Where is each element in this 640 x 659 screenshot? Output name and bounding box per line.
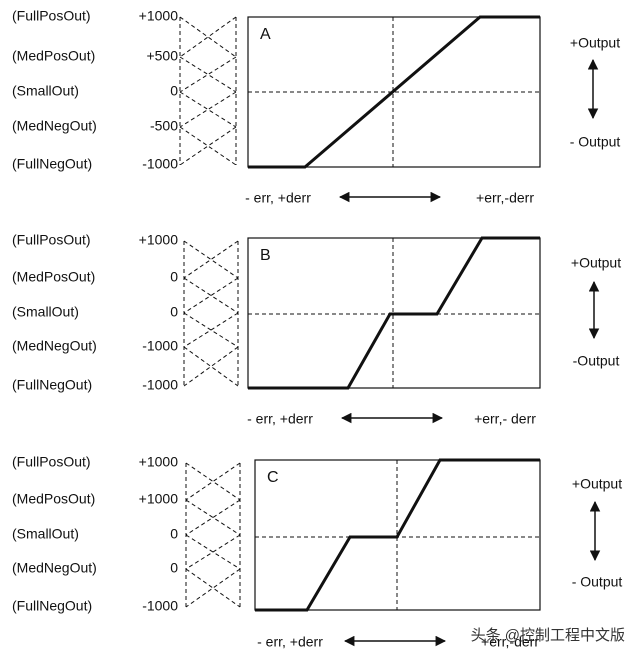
- row-name: (MedPosOut): [12, 269, 95, 285]
- output-bottom: - Output: [572, 574, 623, 590]
- row-value: +1000: [139, 232, 179, 248]
- plot-frame: [247, 237, 541, 389]
- output-top: +Output: [571, 255, 621, 271]
- zig-line: [179, 126, 237, 166]
- x-left-label: - err, +derr: [245, 190, 311, 206]
- row-value: -1000: [142, 338, 178, 354]
- output-top: +Output: [570, 35, 620, 51]
- row-value: +1000: [139, 454, 179, 470]
- row-name: (FullPosOut): [12, 8, 91, 24]
- transfer-curve: [248, 15, 540, 169]
- transfer-curve: [255, 458, 540, 612]
- zig-line: [185, 462, 241, 501]
- output-bottom: - Output: [570, 134, 621, 150]
- zig-line: [183, 240, 239, 279]
- row-name: (FullPosOut): [12, 454, 91, 470]
- zig-line: [179, 16, 237, 58]
- x-right-label: +err,-derr: [481, 634, 539, 650]
- row-name: (FullNegOut): [12, 156, 92, 172]
- row-name: (FullPosOut): [12, 232, 91, 248]
- x-right-label: +err,-derr: [476, 190, 534, 206]
- zig-line: [183, 240, 239, 279]
- row-value: +500: [146, 48, 178, 64]
- row-value: 0: [170, 560, 178, 576]
- x-left-label: - err, +derr: [257, 634, 323, 650]
- zig-line: [183, 277, 239, 314]
- output-top: +Output: [572, 476, 622, 492]
- zig-line: [183, 277, 239, 314]
- zig-line: [185, 499, 241, 536]
- watermark: 头条 @控制工程中文版: [471, 627, 625, 644]
- row-value: +1000: [139, 8, 179, 24]
- row-value: 0: [170, 269, 178, 285]
- panel-label: A: [260, 26, 271, 43]
- panel-label: C: [267, 469, 279, 486]
- row-value: -1000: [142, 598, 178, 614]
- row-value: +1000: [139, 491, 179, 507]
- row-name: (MedNegOut): [12, 338, 97, 354]
- row-value: 0: [170, 304, 178, 320]
- output-bottom: -Output: [573, 353, 620, 369]
- row-name: (MedPosOut): [12, 491, 95, 507]
- row-name: (SmallOut): [12, 83, 79, 99]
- row-value: 0: [170, 526, 178, 542]
- zig-line: [183, 312, 239, 348]
- row-value: -1000: [142, 156, 178, 172]
- row-name: (SmallOut): [12, 526, 79, 542]
- x-right-label: +err,- derr: [474, 411, 536, 427]
- zig-line: [185, 499, 241, 536]
- zig-line: [185, 462, 241, 501]
- row-name: (FullNegOut): [12, 598, 92, 614]
- row-value: -1000: [142, 377, 178, 393]
- transfer-curve: [248, 236, 540, 390]
- zig-line: [179, 16, 237, 58]
- row-name: (MedNegOut): [12, 118, 97, 134]
- row-value: -500: [150, 118, 178, 134]
- row-name: (MedPosOut): [12, 48, 95, 64]
- panel-label: B: [260, 247, 271, 264]
- row-name: (SmallOut): [12, 304, 79, 320]
- row-value: 0: [170, 83, 178, 99]
- zig-line: [185, 534, 241, 570]
- x-left-label: - err, +derr: [247, 411, 313, 427]
- row-name: (FullNegOut): [12, 377, 92, 393]
- row-name: (MedNegOut): [12, 560, 97, 576]
- zig-line: [179, 126, 237, 166]
